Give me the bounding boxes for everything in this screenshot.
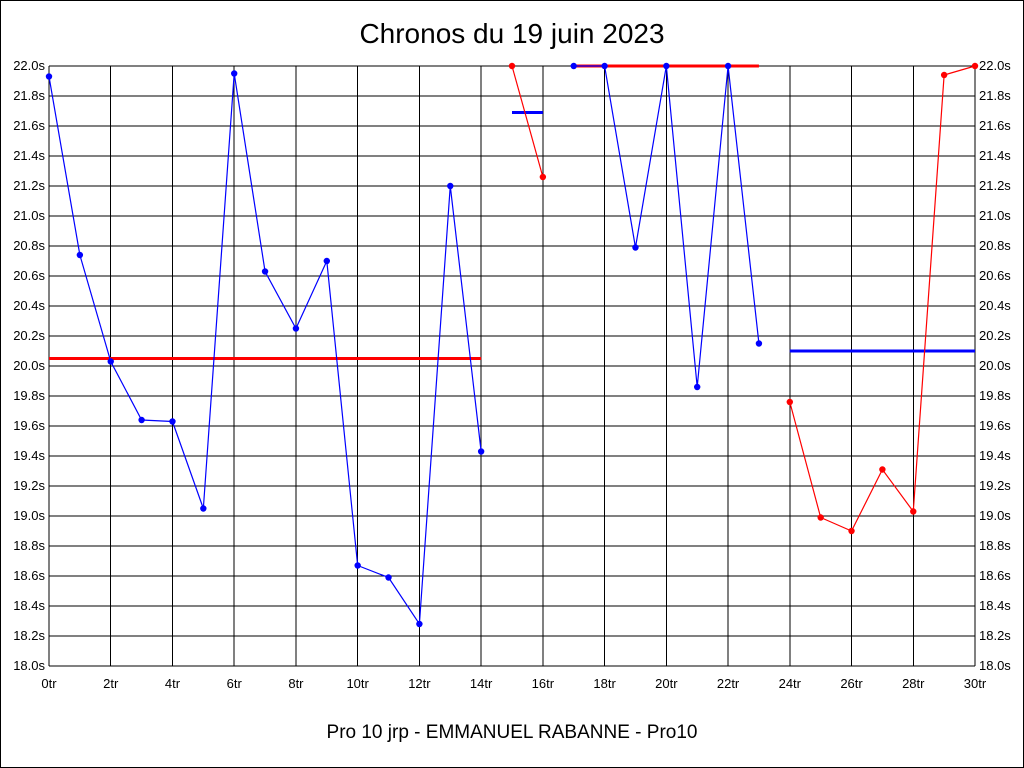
y-tick-label-right: 19.8s xyxy=(979,388,1011,403)
y-tick-label-left: 19.8s xyxy=(13,388,45,403)
data-point xyxy=(940,71,948,79)
x-tick-label: 30tr xyxy=(964,676,987,691)
x-tick-label: 14tr xyxy=(470,676,493,691)
y-tick-label-left: 20.0s xyxy=(13,358,45,373)
y-tick-label-right: 19.4s xyxy=(979,448,1011,463)
x-tick-label: 2tr xyxy=(103,676,119,691)
y-tick-label-right: 18.8s xyxy=(979,538,1011,553)
data-point xyxy=(231,70,238,77)
data-point xyxy=(508,62,516,70)
x-tick-label: 0tr xyxy=(41,676,57,691)
y-tick-label-left: 18.4s xyxy=(13,598,45,613)
y-tick-label-right: 20.0s xyxy=(979,358,1011,373)
data-point xyxy=(694,383,701,391)
data-point xyxy=(138,416,145,424)
x-tick-label: 4tr xyxy=(165,676,181,691)
y-tick-label-right: 19.6s xyxy=(979,418,1011,433)
y-tick-label-left: 20.4s xyxy=(13,298,45,313)
y-tick-label-left: 19.0s xyxy=(13,508,45,523)
data-point xyxy=(323,257,330,265)
x-tick-label: 20tr xyxy=(655,676,678,691)
y-tick-label-left: 18.0s xyxy=(13,658,45,673)
y-tick-label-left: 20.8s xyxy=(13,238,45,253)
y-tick-label-right: 21.6s xyxy=(979,118,1011,133)
y-tick-label-left: 19.6s xyxy=(13,418,45,433)
data-point xyxy=(261,268,269,275)
data-point xyxy=(971,62,979,70)
data-point xyxy=(786,398,793,406)
data-point xyxy=(354,562,361,569)
data-point xyxy=(447,182,454,190)
x-tick-label: 8tr xyxy=(288,676,304,691)
data-point xyxy=(570,62,577,70)
data-point xyxy=(200,505,207,512)
y-tick-label-left: 19.2s xyxy=(13,478,45,493)
x-tick-label: 22tr xyxy=(717,676,740,691)
y-tick-label-right: 19.0s xyxy=(979,508,1011,523)
y-tick-label-left: 18.6s xyxy=(13,568,45,583)
y-tick-label-right: 18.6s xyxy=(979,568,1011,583)
data-point xyxy=(385,574,392,581)
y-tick-label-left: 21.6s xyxy=(13,118,45,133)
y-tick-label-left: 19.4s xyxy=(13,448,45,463)
y-tick-label-left: 21.0s xyxy=(13,208,45,223)
y-tick-label-right: 21.0s xyxy=(979,208,1011,223)
y-tick-label-right: 20.4s xyxy=(979,298,1011,313)
data-point xyxy=(755,340,763,347)
chart-subtitle: Pro 10 jrp - EMMANUEL RABANNE - Pro10 xyxy=(326,722,698,743)
y-tick-label-left: 22.0s xyxy=(13,58,45,73)
y-tick-label-right: 20.8s xyxy=(979,238,1011,253)
data-point xyxy=(601,62,608,70)
data-point xyxy=(663,62,670,70)
y-tick-label-right: 21.8s xyxy=(979,88,1011,103)
y-tick-label-right: 18.4s xyxy=(979,598,1011,613)
data-point xyxy=(477,448,485,455)
x-tick-label: 26tr xyxy=(840,676,863,691)
y-tick-label-right: 21.2s xyxy=(979,178,1011,193)
data-point xyxy=(724,62,732,70)
y-tick-label-left: 20.2s xyxy=(13,328,45,343)
y-tick-label-right: 20.2s xyxy=(979,328,1011,343)
data-point xyxy=(632,244,639,251)
x-tick-label: 24tr xyxy=(779,676,802,691)
y-tick-label-right: 21.4s xyxy=(979,148,1011,163)
y-tick-label-left: 18.8s xyxy=(13,538,45,553)
data-point xyxy=(292,325,300,332)
data-point xyxy=(416,620,423,628)
y-tick-label-right: 19.2s xyxy=(979,478,1011,493)
chart-title: Chronos du 19 juin 2023 xyxy=(359,18,665,49)
data-point xyxy=(169,418,176,425)
data-point xyxy=(45,73,53,80)
y-tick-label-left: 21.4s xyxy=(13,148,45,163)
x-tick-label: 10tr xyxy=(346,676,369,691)
y-tick-label-left: 21.2s xyxy=(13,178,45,193)
x-tick-label: 12tr xyxy=(408,676,431,691)
x-tick-label: 18tr xyxy=(593,676,616,691)
y-tick-label-left: 20.6s xyxy=(13,268,45,283)
data-point xyxy=(879,466,886,473)
y-tick-label-right: 18.2s xyxy=(979,628,1011,643)
data-point xyxy=(848,527,855,535)
y-tick-label-right: 18.0s xyxy=(979,658,1011,673)
y-tick-label-right: 20.6s xyxy=(979,268,1011,283)
series-line xyxy=(511,65,544,178)
data-point xyxy=(76,251,84,259)
x-tick-label: 16tr xyxy=(532,676,555,691)
data-point xyxy=(910,508,917,515)
y-tick-label-left: 18.2s xyxy=(13,628,45,643)
data-point xyxy=(817,514,824,521)
x-tick-label: 28tr xyxy=(902,676,925,691)
y-tick-label-right: 22.0s xyxy=(979,58,1011,73)
x-tick-label: 6tr xyxy=(227,676,243,691)
series-line xyxy=(789,65,976,532)
data-point xyxy=(539,173,547,181)
data-point xyxy=(107,358,114,365)
y-tick-label-left: 21.8s xyxy=(13,88,45,103)
